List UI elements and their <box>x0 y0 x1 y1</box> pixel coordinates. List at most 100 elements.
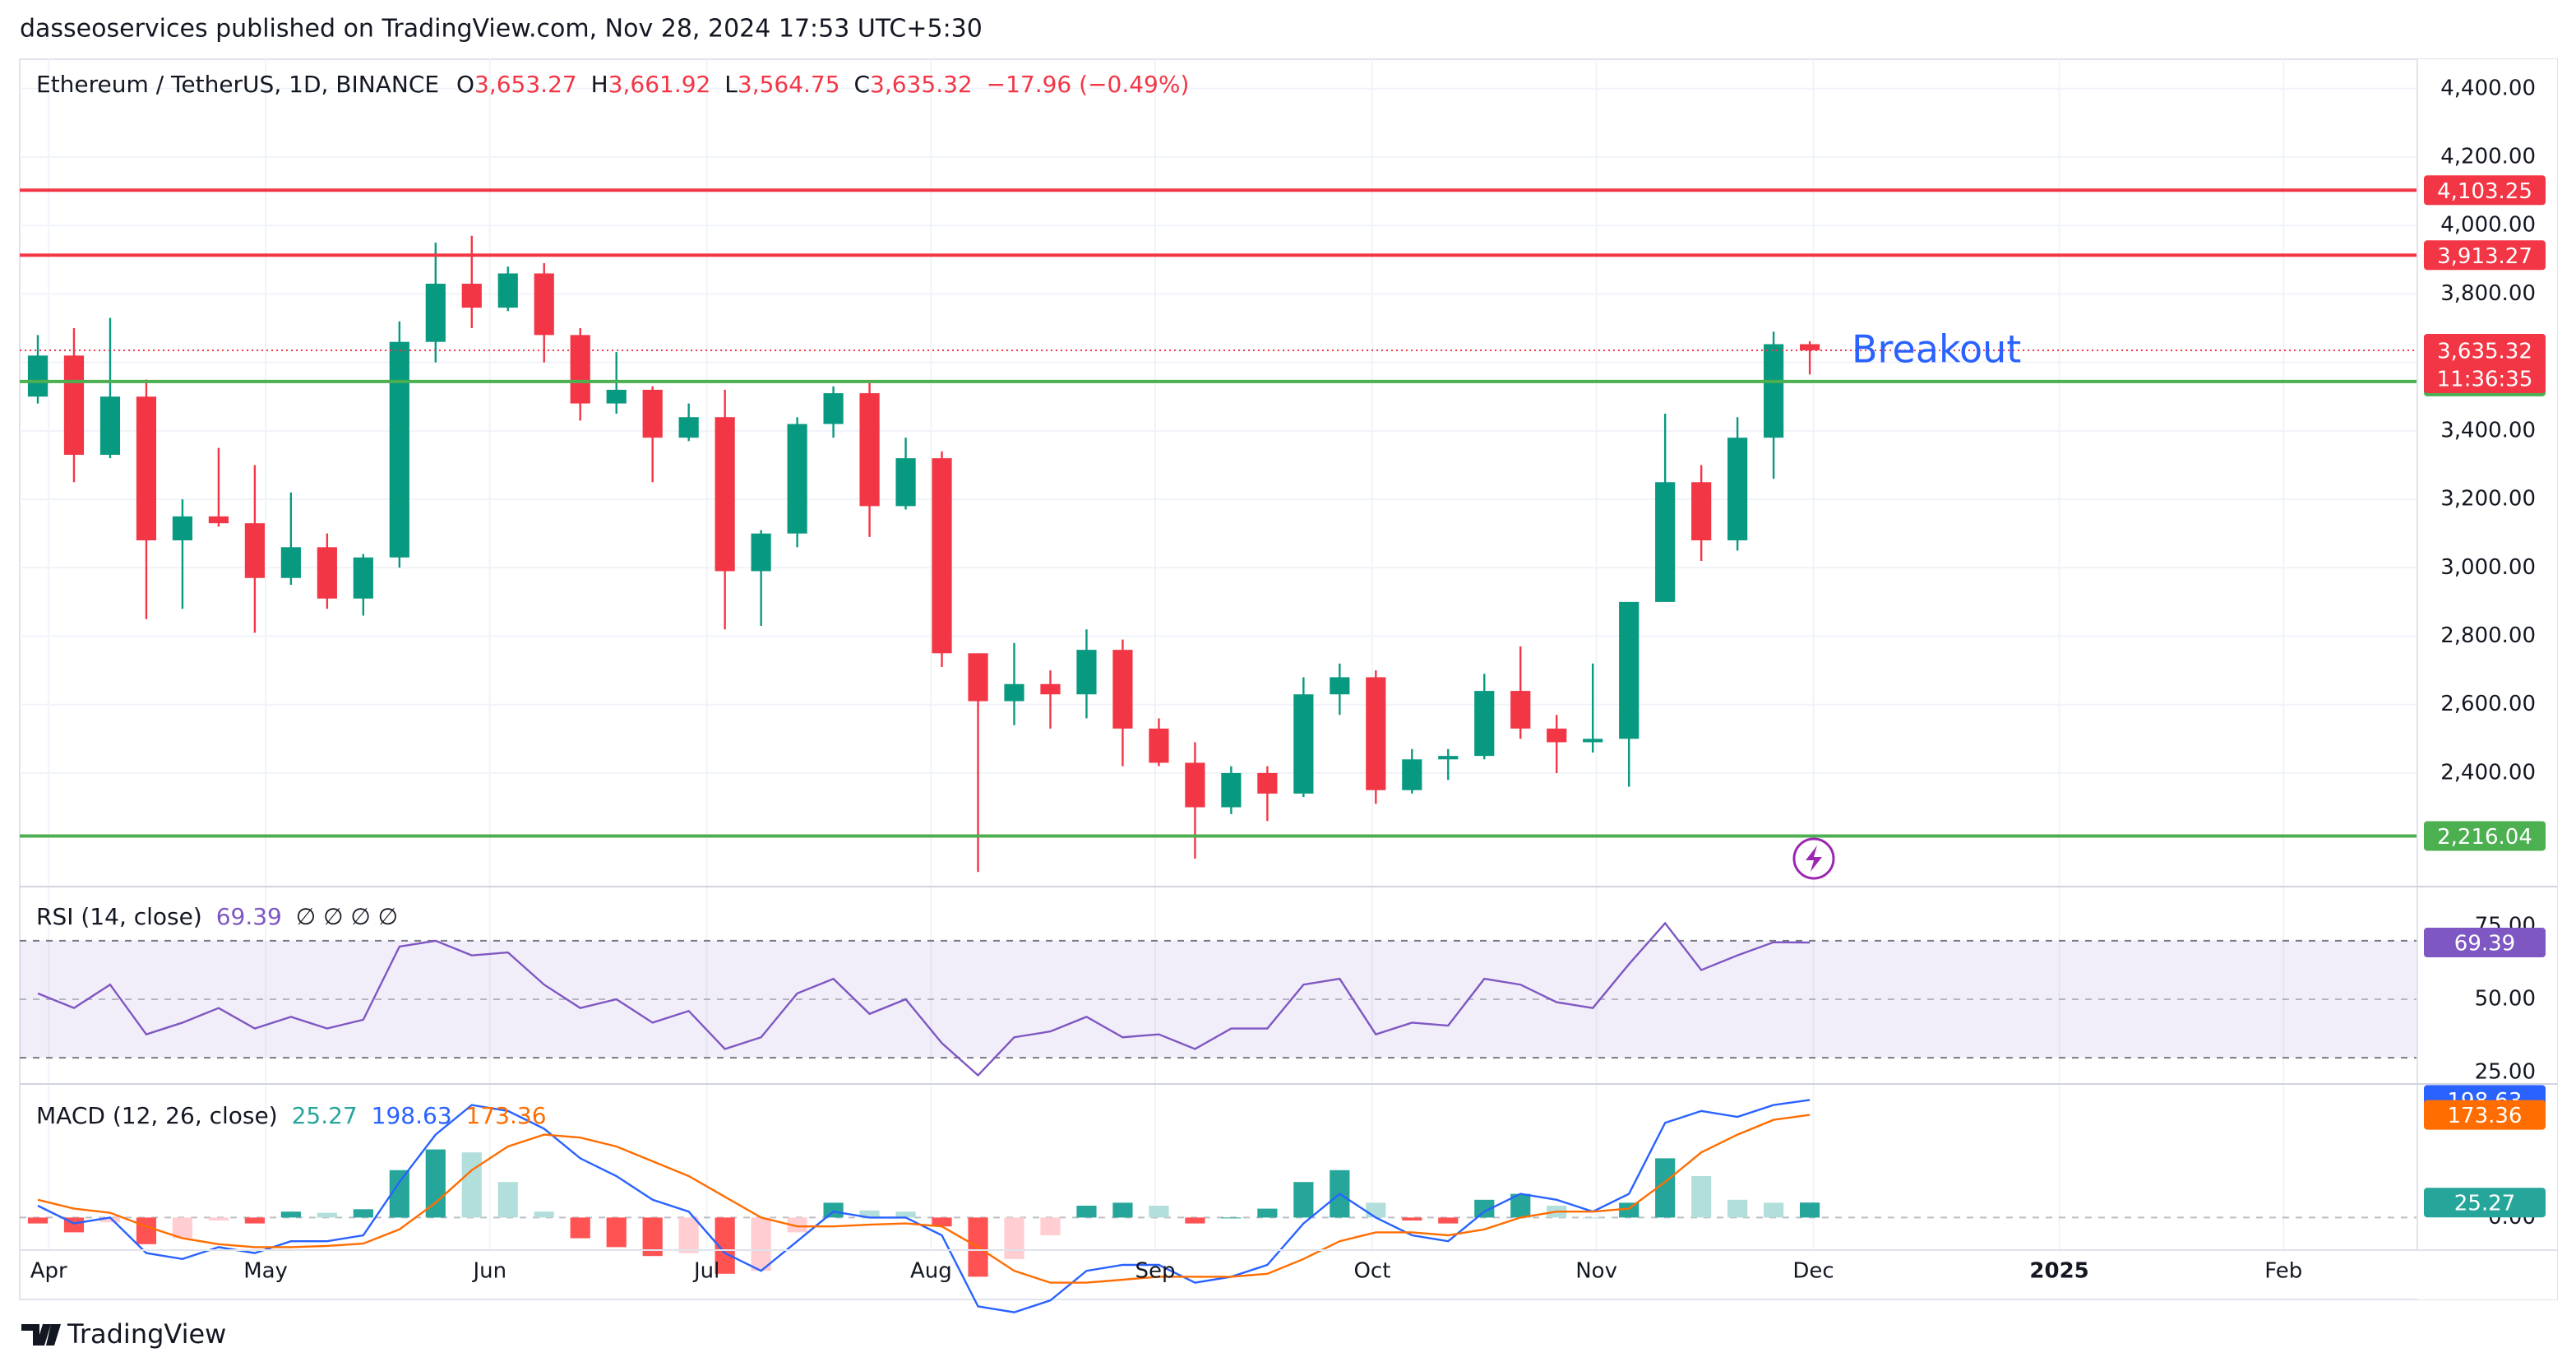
candle-body <box>1185 762 1205 808</box>
histogram-bar <box>1727 1199 1748 1218</box>
candle-body <box>1076 650 1097 695</box>
histogram-bar <box>172 1217 193 1239</box>
candle-body <box>497 273 518 308</box>
candle-body <box>1547 728 1567 743</box>
hline-label: 2,216.04 <box>2437 825 2532 850</box>
plot: Breakout <box>20 188 2417 1313</box>
y-tick-label: 3,000.00 <box>2440 555 2536 580</box>
candle-body <box>823 393 844 424</box>
histogram-bar <box>461 1152 482 1218</box>
histogram-bar <box>606 1217 627 1248</box>
y-tick-label: 3,400.00 <box>2440 418 2536 442</box>
histogram-bar <box>389 1170 409 1218</box>
candle-body <box>932 458 952 654</box>
candle-body <box>63 355 85 455</box>
histogram-bar <box>1619 1202 1639 1218</box>
candle-body <box>606 389 627 404</box>
brand: TradingView <box>67 1318 226 1350</box>
candle-body <box>1655 482 1676 602</box>
histogram-bar <box>1800 1202 1820 1218</box>
histogram-bar <box>751 1217 771 1271</box>
candle-body <box>1800 344 1820 350</box>
histogram-bar <box>678 1217 699 1253</box>
candle-body <box>1583 739 1603 743</box>
y-tick-label: 2,400.00 <box>2440 760 2536 785</box>
rsi-tag: 69.39 <box>2454 932 2515 956</box>
histogram-bar <box>99 1217 121 1223</box>
candle-body <box>1727 438 1748 541</box>
histogram-bar <box>1293 1182 1314 1218</box>
legend: Ethereum / TetherUS, 1D, BINANCE O3,653.… <box>36 71 1189 98</box>
candle-body <box>244 523 265 578</box>
histogram-bar <box>27 1217 49 1224</box>
candle-body <box>534 273 554 336</box>
alert-icon <box>1792 837 1835 880</box>
ohlc-letter: C <box>853 71 870 98</box>
histogram-bar <box>136 1217 157 1244</box>
hline-label-bg <box>2424 821 2546 851</box>
candle-body <box>1040 683 1061 695</box>
histogram-bar <box>1004 1217 1024 1259</box>
x-tick-label: Nov <box>1575 1259 1617 1284</box>
y-tick-label: 3,200.00 <box>2440 487 2536 512</box>
candle-body <box>642 389 663 438</box>
x-tick-label: Dec <box>1792 1259 1834 1284</box>
candle-body <box>968 653 988 702</box>
hline-label: 4,103.25 <box>2437 179 2532 204</box>
histogram-bar <box>317 1212 337 1218</box>
candle-body <box>1257 772 1278 794</box>
candle-body <box>787 424 807 534</box>
histogram-bar <box>859 1210 880 1218</box>
ohlc-value: 3,653.27 <box>474 71 577 98</box>
published-note: dasseoservices published on TradingView.… <box>20 15 983 44</box>
macd-legend: MACD (12, 26, close) 25.27 198.63 173.36 <box>36 1102 547 1129</box>
histogram-bar <box>1438 1217 1459 1224</box>
x-tick-label: Oct <box>1353 1259 1390 1284</box>
candle-body <box>1691 482 1712 541</box>
candle-body <box>1764 344 1784 438</box>
grid <box>20 59 2417 1250</box>
candle-body <box>27 355 49 397</box>
candle-body <box>353 557 373 599</box>
candle-body <box>751 533 771 572</box>
histogram-tag: 25.27 <box>2454 1192 2515 1216</box>
candle-body <box>859 393 880 507</box>
x-tick-label: Apr <box>30 1259 67 1284</box>
candle-body <box>425 283 446 342</box>
histogram-bar <box>1474 1199 1495 1218</box>
x-tick-label: Jul <box>692 1259 719 1284</box>
histogram-bar <box>1149 1206 1169 1218</box>
rsi-placeholders: ∅ ∅ ∅ ∅ <box>296 903 398 930</box>
y-tick-label: 4,400.00 <box>2440 76 2536 100</box>
signal-value: 173.36 <box>466 1102 547 1129</box>
histogram-bar <box>353 1209 373 1218</box>
x-tick-label: May <box>243 1259 288 1284</box>
candle-body <box>1330 677 1350 695</box>
histogram-bar <box>932 1217 952 1227</box>
y-tick-label: 3,800.00 <box>2440 281 2536 306</box>
hline-label: 3,913.27 <box>2437 244 2532 269</box>
candle-body <box>1112 650 1133 729</box>
y-tick-label: 4,200.00 <box>2440 144 2536 169</box>
candle-body <box>461 283 482 308</box>
histogram-bar <box>1257 1208 1278 1218</box>
histogram-bar <box>1691 1176 1712 1218</box>
candle-body <box>1149 728 1169 763</box>
histogram-bar <box>208 1217 229 1220</box>
histogram-bar <box>1040 1217 1061 1235</box>
logo <box>21 1324 61 1346</box>
macd-value: 198.63 <box>372 1102 452 1129</box>
candle-body <box>317 547 337 599</box>
histogram-bar <box>1402 1217 1422 1220</box>
rsi-value: 69.39 <box>216 903 282 930</box>
histogram-bar <box>895 1211 916 1218</box>
histogram-tag-bg <box>2424 1188 2546 1218</box>
y-tick-label: 25.00 <box>2475 1059 2536 1084</box>
candle-body <box>389 341 409 558</box>
x-tick-label: Aug <box>910 1259 952 1284</box>
change: −17.96 (−0.49%) <box>987 71 1190 98</box>
candle-body <box>280 547 301 578</box>
